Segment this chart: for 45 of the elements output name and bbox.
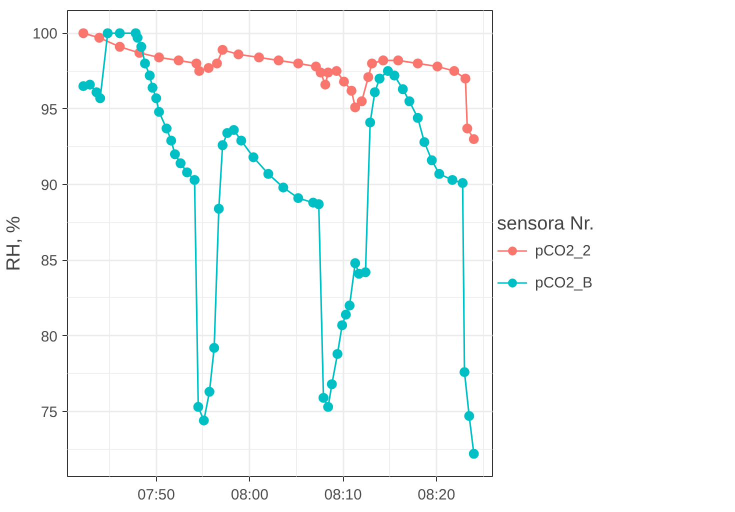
legend-title: sensora Nr. bbox=[497, 214, 594, 236]
x-tick-label: 08:00 bbox=[230, 486, 268, 504]
point bbox=[338, 76, 349, 87]
point bbox=[432, 61, 442, 72]
point bbox=[174, 55, 184, 66]
point bbox=[356, 96, 367, 106]
point bbox=[449, 66, 460, 76]
point bbox=[393, 55, 404, 66]
point bbox=[254, 52, 264, 62]
point bbox=[233, 49, 244, 60]
y-tick-label: 90 bbox=[40, 176, 58, 194]
point bbox=[346, 86, 356, 96]
legend-label: pCO2_2 bbox=[535, 242, 591, 259]
x-tick-label: 07:50 bbox=[137, 486, 175, 504]
y-tick-label: 80 bbox=[40, 328, 58, 346]
point bbox=[462, 124, 472, 134]
point bbox=[378, 55, 388, 66]
point bbox=[468, 134, 479, 144]
point bbox=[350, 102, 360, 112]
y-tick-label: 100 bbox=[32, 26, 58, 43]
point bbox=[460, 74, 470, 84]
point bbox=[154, 52, 164, 62]
x-tick-label: 08:10 bbox=[324, 486, 362, 504]
legend-label: pCO2_B bbox=[535, 274, 593, 291]
y-tick-label: 85 bbox=[40, 252, 58, 270]
point bbox=[412, 58, 423, 68]
y-tick-label: 75 bbox=[40, 404, 58, 421]
point bbox=[218, 44, 228, 55]
point bbox=[363, 72, 374, 82]
point bbox=[332, 66, 342, 76]
point bbox=[323, 68, 334, 78]
point bbox=[212, 58, 222, 68]
y-axis-title: RH, % bbox=[3, 216, 24, 271]
point bbox=[94, 32, 104, 43]
point bbox=[78, 28, 88, 38]
point bbox=[274, 55, 284, 66]
point bbox=[293, 58, 304, 68]
y-tick-label: 95 bbox=[40, 101, 58, 118]
x-tick-label: 08:20 bbox=[418, 486, 456, 504]
point bbox=[367, 58, 377, 68]
point bbox=[191, 58, 202, 68]
point bbox=[194, 66, 204, 76]
point bbox=[320, 80, 330, 90]
point bbox=[204, 63, 214, 73]
point bbox=[114, 42, 125, 52]
